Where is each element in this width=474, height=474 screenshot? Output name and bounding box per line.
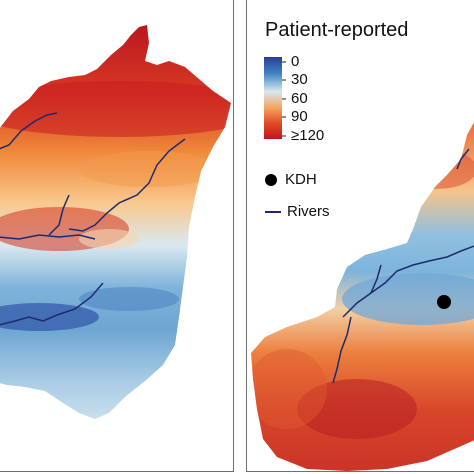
left-rivers <box>0 112 186 326</box>
right-travel-time-raster <box>251 117 474 471</box>
legend-tick-marks <box>282 61 286 137</box>
legend-tick-90: 90 <box>291 108 308 125</box>
legend-tick-120: ≥120 <box>291 127 325 144</box>
rivers-legend-label: Rivers <box>287 203 330 220</box>
legend-tick-60: 60 <box>291 90 308 107</box>
left-map-svg <box>0 25 231 419</box>
kdh-map-marker <box>437 295 451 309</box>
kdh-legend-label: KDH <box>285 171 317 188</box>
legend-tick-0: 0 <box>291 53 300 70</box>
kdh-legend-dot <box>265 174 277 186</box>
legend-color-bar <box>264 57 282 139</box>
right-rivers <box>332 148 474 384</box>
left-map-panel <box>0 0 234 472</box>
right-map-panel: Patient-reported 0 30 60 90 ≥120 KDH Riv… <box>246 0 474 472</box>
left-travel-time-raster <box>0 25 231 419</box>
legend-tick-30: 30 <box>291 71 308 88</box>
right-map-svg <box>251 57 474 471</box>
legend-title: Patient-reported <box>265 19 409 41</box>
